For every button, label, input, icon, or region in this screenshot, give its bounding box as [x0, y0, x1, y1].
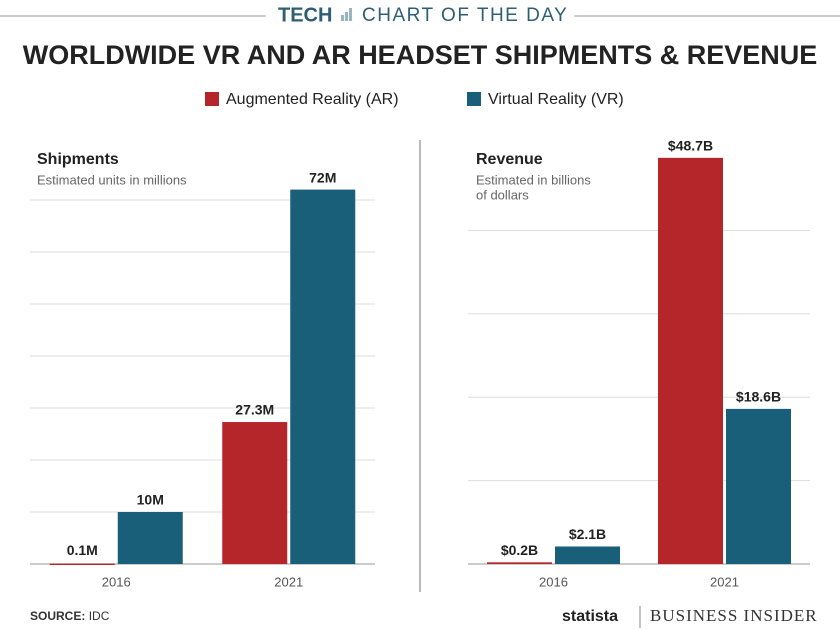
header-section: TECH: [278, 4, 332, 26]
bar: [726, 408, 791, 564]
panel-subtitle: Estimated in billions: [476, 172, 591, 187]
value-label: 10M: [137, 492, 164, 508]
legend-label: Augmented Reality (AR): [226, 91, 399, 108]
panel-subtitle: of dollars: [476, 187, 529, 202]
value-label: $18.6B: [736, 389, 781, 405]
source-label: SOURCE:: [30, 609, 85, 623]
panel-title: Revenue: [476, 151, 543, 168]
value-label: $2.1B: [569, 526, 606, 542]
bar: [487, 562, 552, 564]
bar: [222, 422, 288, 564]
x-tick-label: 2016: [102, 574, 131, 589]
chart-title: WORLDWIDE VR AND AR HEADSET SHIPMENTS & …: [23, 40, 818, 70]
value-label: $0.2B: [501, 542, 538, 558]
bar: [290, 189, 356, 564]
logo: statista: [562, 608, 618, 625]
panel-title: Shipments: [37, 151, 119, 168]
source: IDC: [89, 609, 110, 623]
x-tick-label: 2021: [274, 574, 303, 589]
value-label: $48.7B: [668, 138, 713, 154]
header-icon: [341, 8, 352, 21]
legend-swatch: [205, 92, 219, 106]
bar: [658, 157, 723, 565]
logo: BUSINESS INSIDER: [650, 606, 818, 625]
legend-label: Virtual Reality (VR): [488, 91, 624, 108]
header-label: CHART OF THE DAY: [362, 5, 568, 26]
legend-swatch: [467, 92, 481, 106]
source-label: SOURCE: IDC: [30, 609, 110, 623]
value-label: 0.1M: [67, 542, 98, 558]
value-label: 72M: [309, 169, 336, 185]
bar: [555, 546, 620, 564]
bar: [117, 512, 183, 564]
x-tick-label: 2021: [710, 574, 739, 589]
value-label: 27.3M: [235, 402, 274, 418]
x-tick-label: 2016: [539, 574, 568, 589]
panel-subtitle: Estimated units in millions: [37, 172, 187, 187]
bar: [49, 563, 115, 565]
